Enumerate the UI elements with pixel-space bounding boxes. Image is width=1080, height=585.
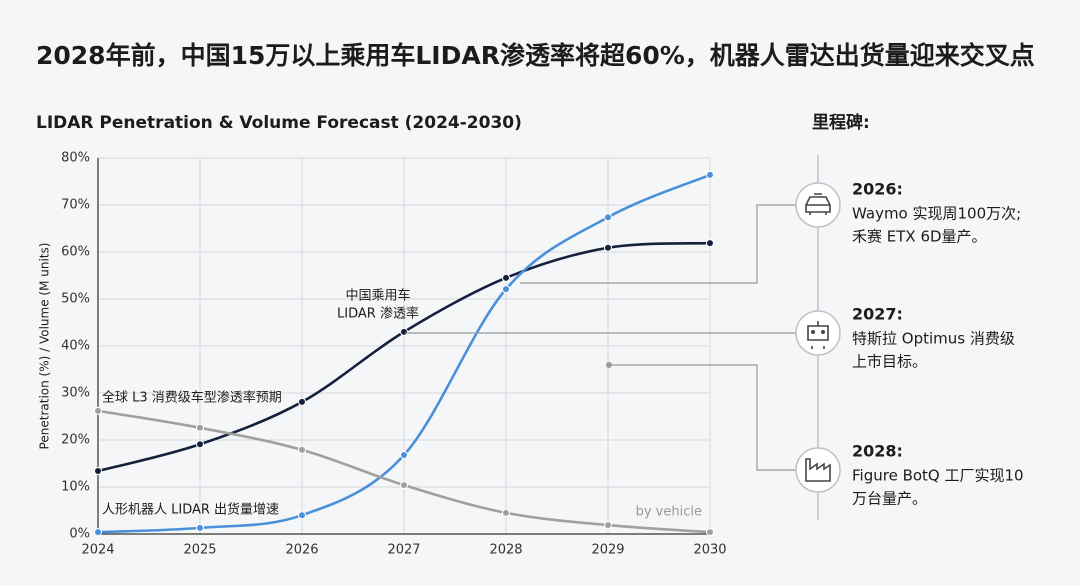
annotation: by vehicle: [636, 505, 702, 520]
y-tick-label: 60%: [61, 245, 90, 260]
data-point: [298, 445, 306, 454]
milestone-text: 特斯拉 Optimus 消费级: [852, 330, 1015, 348]
y-tick-label: 70%: [61, 198, 90, 213]
data-point: [706, 239, 714, 248]
y-tick-label: 50%: [61, 292, 90, 307]
annotation: 全球 L3 消费级车型渗透率预期: [102, 390, 282, 406]
data-point: [502, 273, 510, 282]
data-point: [706, 528, 714, 537]
data-point: [502, 285, 510, 294]
milestone-text: 万台量产。: [852, 490, 927, 508]
data-point: [400, 327, 408, 336]
x-tick-label: 2026: [285, 543, 318, 558]
data-point: [196, 440, 204, 449]
data-point: [196, 423, 204, 432]
chart-title: LIDAR Penetration & Volume Forecast (202…: [36, 113, 522, 133]
data-point: [196, 523, 204, 532]
y-tick-label: 40%: [61, 339, 90, 354]
data-point: [298, 397, 306, 406]
x-tick-label: 2028: [489, 543, 522, 558]
data-point: [604, 521, 612, 530]
data-point: [502, 508, 510, 517]
annotation: LIDAR 渗透率: [337, 306, 419, 322]
x-tick-label: 2024: [81, 543, 114, 558]
milestone-text: 上市目标。: [852, 353, 927, 371]
factory-icon: [795, 447, 841, 493]
connector-dot: [606, 362, 612, 368]
milestone-text: Waymo 实现周100万次;: [852, 205, 1021, 223]
milestone-year: 2026:: [852, 180, 903, 199]
y-tick-label: 80%: [61, 151, 90, 166]
data-point: [604, 213, 612, 222]
milestones-title: 里程碑:: [812, 112, 870, 133]
page-title: 2028年前，中国15万以上乘用车LIDAR渗透率将超60%，机器人雷达出货量迎…: [36, 41, 1035, 70]
connector: [520, 204, 796, 284]
car-icon: [795, 182, 841, 228]
data-point: [604, 243, 612, 252]
x-tick-label: 2029: [591, 543, 624, 558]
data-point: [400, 451, 408, 460]
connector: [609, 364, 796, 471]
milestone-year: 2028:: [852, 442, 903, 461]
data-point: [94, 528, 102, 537]
y-tick-label: 20%: [61, 433, 90, 448]
data-point: [94, 406, 102, 415]
milestone-text: Figure BotQ 工厂实现10: [852, 467, 1024, 485]
annotation: 人形机器人 LIDAR 出货量增速: [102, 502, 279, 518]
y-tick-label: 30%: [61, 386, 90, 401]
x-tick-label: 2025: [183, 543, 216, 558]
plot: 0% 10% 20% 30% 40% 50% 60% 70% 80% 2024 2025 2026 20…: [61, 151, 726, 558]
data-point: [94, 467, 102, 476]
data-point: [400, 481, 408, 490]
y-tick-label: 10%: [61, 480, 90, 495]
robot-icon: [795, 310, 841, 356]
data-point: [706, 170, 714, 179]
milestones: 2026: Waymo 实现周100万次; 禾赛 ETX 6D量产。 2027: 特斯拉…: [852, 180, 1024, 508]
x-tick-label: 2027: [387, 543, 420, 558]
y-axis-label: Penetration (%) / Volume (M units): [38, 243, 52, 450]
data-point: [298, 511, 306, 520]
milestone-year: 2027:: [852, 305, 903, 324]
x-tick-label: 2030: [693, 543, 726, 558]
milestone-text: 禾赛 ETX 6D量产。: [852, 228, 987, 246]
y-tick-label: 0%: [69, 527, 90, 542]
annotation: 中国乘用车: [345, 288, 410, 304]
